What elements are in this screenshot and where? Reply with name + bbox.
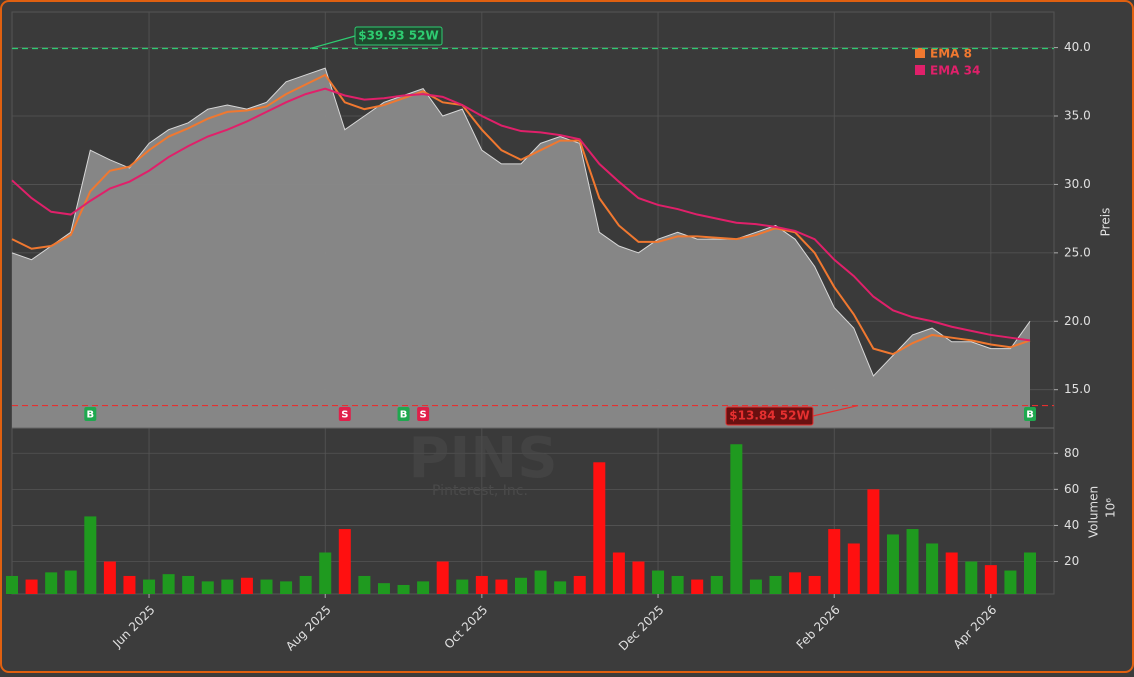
volume-bar [554, 581, 567, 594]
legend-label: EMA 8 [930, 47, 972, 61]
signal-box [1024, 407, 1036, 421]
volume-bar [730, 444, 743, 594]
volume-bar [632, 561, 645, 594]
signal-box [84, 407, 97, 421]
volume-bar [358, 575, 371, 594]
volume-bar [397, 584, 410, 594]
volume-bar [45, 572, 58, 594]
volume-bar [280, 581, 293, 594]
volume-bar [162, 574, 175, 594]
volume-bar [377, 583, 390, 594]
volume-bar [867, 489, 880, 594]
volume-bar [456, 579, 469, 594]
high-arrow [309, 35, 356, 50]
volume-tick-label: 40 [1064, 518, 1079, 532]
volume-unit: 10⁶ [1104, 498, 1118, 518]
volume-bar [769, 575, 782, 594]
volume-bar [495, 579, 508, 594]
signal-box [338, 407, 351, 421]
volume-bar [240, 577, 253, 594]
volume-bar [808, 575, 821, 594]
legend-swatch [915, 48, 925, 58]
volume-bar [965, 561, 978, 594]
volume-axis-label: Volumen [1087, 486, 1101, 538]
volume-bar [886, 534, 899, 594]
volume-bar [260, 579, 273, 594]
volume-bar [671, 575, 684, 594]
ema-line [11, 87, 1031, 342]
y-axis-label: Preis [1099, 208, 1113, 237]
y-tick-label: 25.0 [1064, 245, 1091, 259]
volume-bar [436, 561, 449, 594]
volume-bar [573, 575, 586, 594]
volume-bar [475, 575, 488, 594]
signal-label: S [420, 410, 427, 421]
volume-tick-label: 60 [1064, 482, 1079, 496]
volume-bar [593, 462, 606, 594]
volume-bar [103, 561, 116, 594]
signal-label: B [400, 410, 408, 421]
volume-bar [534, 570, 547, 594]
legend-label: EMA 34 [930, 64, 980, 78]
volume-bar [926, 543, 939, 594]
signal-label: B [86, 410, 94, 421]
volume-bar [299, 575, 312, 594]
volume-bar [945, 552, 958, 594]
volume-bar [789, 572, 802, 594]
volume-bar [6, 575, 18, 594]
volume-bar [691, 579, 704, 594]
low-arrow [812, 404, 859, 417]
price-line [11, 67, 1031, 377]
legend-swatch [915, 65, 925, 75]
volume-bar [338, 529, 351, 594]
price-area [12, 68, 1030, 429]
y-tick-label: 40.0 [1064, 40, 1091, 54]
volume-bar [84, 516, 97, 594]
volume-bar [25, 579, 38, 594]
volume-bar [1024, 552, 1036, 594]
signal-box [397, 407, 410, 421]
ema-line [11, 73, 1031, 356]
signal-label: S [341, 410, 348, 421]
volume-bar [984, 565, 997, 594]
volume-bar [201, 581, 214, 594]
volume-bar [182, 575, 195, 594]
volume-bar [221, 579, 234, 594]
volume-bar [143, 579, 156, 594]
watermark-company: Pinterest, Inc. [432, 483, 528, 499]
volume-bar [710, 575, 723, 594]
signal-box [417, 407, 430, 421]
volume-bar [828, 529, 841, 594]
y-tick-label: 20.0 [1064, 314, 1091, 328]
high-label: $39.93 52W [358, 29, 438, 43]
volume-tick-label: 80 [1064, 446, 1079, 460]
volume-bar [652, 570, 665, 594]
low-label: $13.84 52W [729, 409, 809, 423]
volume-bar [749, 579, 762, 594]
volume-bar [123, 575, 136, 594]
volume-bar [847, 543, 860, 594]
volume-bar [612, 552, 625, 594]
volume-bar [1004, 570, 1017, 594]
volume-bar [906, 529, 919, 594]
y-tick-label: 30.0 [1064, 177, 1091, 191]
y-tick-label: 35.0 [1064, 109, 1091, 123]
volume-bar [417, 581, 430, 594]
watermark-symbol: PINS [408, 426, 557, 491]
volume-tick-label: 20 [1064, 554, 1079, 568]
y-tick-label: 15.0 [1064, 382, 1091, 396]
volume-bar [515, 577, 527, 594]
signal-label: B [1026, 410, 1034, 421]
volume-bar [64, 570, 77, 594]
volume-bar [319, 552, 332, 594]
